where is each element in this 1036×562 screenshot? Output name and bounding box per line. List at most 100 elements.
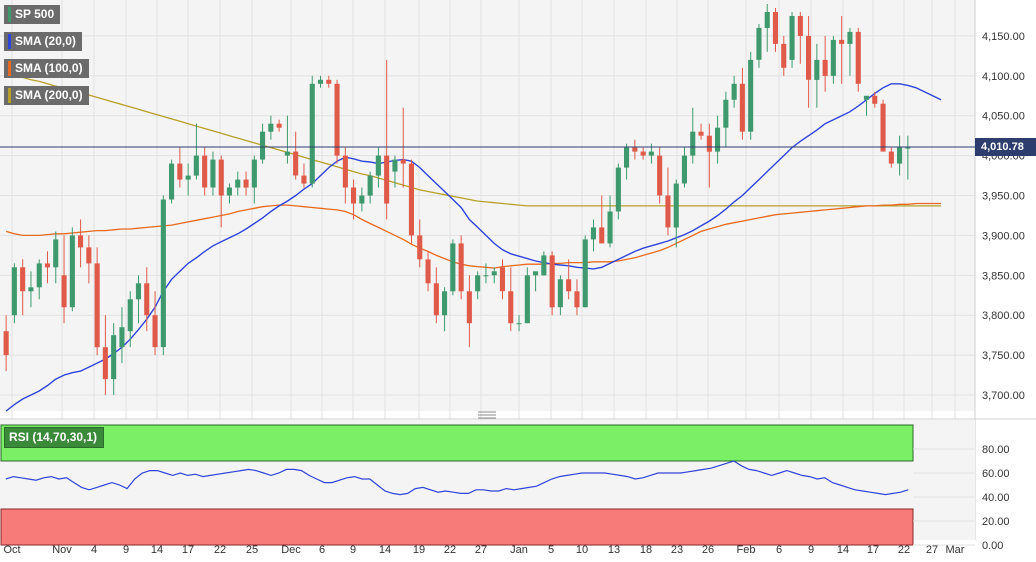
candle-body	[392, 159, 398, 172]
candle	[715, 115, 721, 164]
time-tick-label: 14	[837, 544, 849, 556]
candle	[847, 27, 853, 76]
candle	[193, 123, 199, 180]
candle-body	[193, 155, 199, 176]
candle-body	[657, 155, 663, 196]
candle-body	[830, 39, 836, 76]
candle	[152, 291, 158, 356]
candle-body	[334, 83, 340, 156]
candle-body	[797, 16, 803, 36]
time-tick-label: 6	[776, 544, 782, 556]
candle	[36, 259, 42, 300]
candle-body	[541, 255, 547, 276]
candle	[524, 267, 530, 324]
time-tick-label: 19	[413, 544, 425, 556]
candle	[590, 219, 596, 252]
candle-body	[44, 263, 50, 268]
candle	[624, 143, 630, 180]
candle	[53, 231, 59, 284]
rsi-tick-label: 0.00	[982, 540, 1003, 552]
candle-body	[86, 247, 92, 264]
candle-body	[781, 43, 787, 68]
sma200-text: SMA (200,0)	[15, 88, 83, 102]
candle-body	[276, 123, 282, 128]
candle-body	[607, 211, 613, 244]
candle	[177, 147, 183, 188]
candle	[739, 67, 745, 140]
candle-body	[28, 287, 34, 292]
candle-body	[756, 27, 762, 60]
candle	[698, 123, 704, 140]
time-tick-label: Oct	[3, 544, 20, 556]
candle-body	[342, 155, 348, 188]
candle-body	[624, 147, 630, 168]
candle-body	[408, 163, 414, 236]
price-tick-label: 3,750.00	[982, 350, 1025, 362]
candle	[86, 235, 92, 284]
time-tick-label: 17	[867, 544, 879, 556]
candle	[20, 259, 26, 316]
sma20-label[interactable]: SMA (20,0)	[4, 32, 82, 51]
candle-body	[665, 195, 671, 228]
rsi-label[interactable]: RSI (14,70,30,1)	[4, 427, 105, 448]
candle	[260, 123, 266, 164]
candle	[235, 171, 241, 196]
candle	[425, 251, 431, 292]
candle	[276, 119, 282, 132]
candle-body	[3, 331, 9, 356]
time-tick-label: 6	[319, 544, 325, 556]
time-tick-label: 22	[444, 544, 456, 556]
candle	[781, 35, 787, 76]
candle	[806, 15, 812, 108]
candle-body	[706, 135, 712, 152]
candle-body	[681, 155, 687, 184]
candle	[450, 239, 456, 296]
sma100-label[interactable]: SMA (100,0)	[4, 59, 89, 78]
candle	[384, 59, 390, 220]
time-tick-label: 22	[898, 544, 910, 556]
candle-body	[847, 31, 853, 44]
time-tick-label: 9	[808, 544, 814, 556]
candle-body	[615, 167, 621, 212]
candle-body	[549, 255, 555, 308]
candle	[483, 263, 489, 284]
sma-200-line	[5, 71, 941, 207]
sma200-label[interactable]: SMA (200,0)	[4, 86, 89, 105]
price-tick-label: 3,700.00	[982, 390, 1025, 402]
candle	[28, 271, 34, 308]
candle	[533, 271, 539, 292]
candle-body	[789, 16, 795, 60]
candle-body	[235, 179, 241, 188]
candle	[607, 195, 613, 248]
rsi-axis: 0.00 20.00 40.00 60.00 80.00	[982, 444, 1010, 552]
candle	[442, 287, 448, 332]
candle-body	[169, 163, 175, 200]
price-tick-label: 3,800.00	[982, 310, 1025, 322]
candle	[94, 247, 100, 356]
candle	[748, 51, 754, 140]
candle-body	[135, 283, 141, 300]
candle	[665, 167, 671, 236]
candle-body	[61, 275, 67, 308]
candle	[863, 95, 869, 116]
candle	[309, 75, 315, 188]
candle-body	[127, 299, 133, 332]
candle-body	[417, 235, 423, 260]
candle-body	[822, 59, 828, 76]
candle	[210, 151, 216, 196]
candle-body	[731, 83, 737, 100]
candle	[69, 227, 75, 312]
candle-body	[433, 283, 439, 316]
candle	[640, 147, 646, 160]
symbol-label[interactable]: SP 500	[4, 5, 61, 24]
candle-body	[177, 163, 183, 180]
candle-body	[673, 183, 679, 228]
candle-body	[640, 151, 646, 156]
symbol-swatch	[8, 7, 11, 22]
candle-body	[863, 95, 869, 100]
candle-body	[690, 131, 696, 156]
panel-resize-handle[interactable]	[478, 411, 496, 419]
candle	[185, 163, 191, 196]
candle-body	[814, 59, 820, 80]
